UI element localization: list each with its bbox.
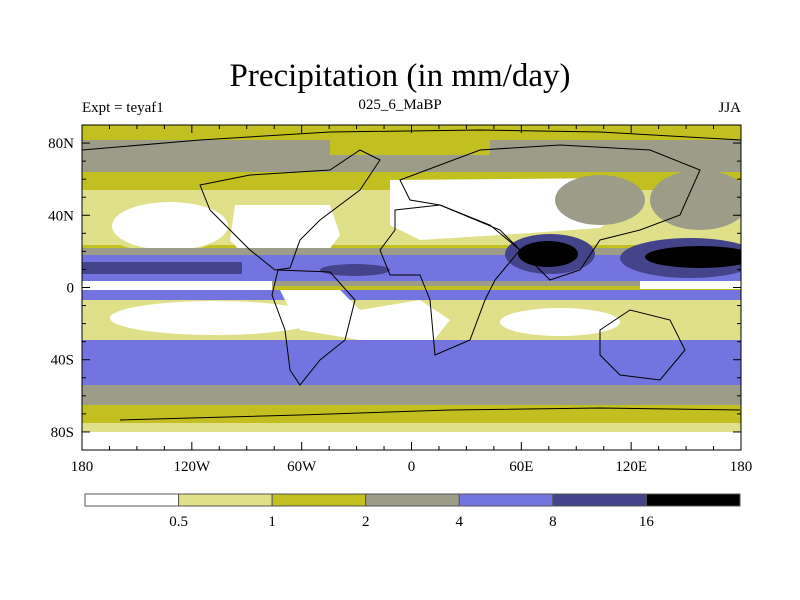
lat-label: 0 <box>67 281 75 297</box>
colorbar-swatch <box>178 493 273 507</box>
lat-label: 80N <box>48 136 74 152</box>
colorbar-label: 2 <box>362 514 370 530</box>
lat-label: 40S <box>51 353 74 369</box>
lat-label: 40N <box>48 208 74 224</box>
colorbar-swatch <box>365 493 460 507</box>
precipitation-field <box>82 125 741 450</box>
colorbar-swatch <box>552 493 647 507</box>
lon-label: 60E <box>509 459 533 475</box>
colorbar-swatch <box>645 493 741 507</box>
colorbar-swatch <box>271 493 367 507</box>
lon-label: 120E <box>615 459 647 475</box>
colorbar-label: 16 <box>639 514 655 530</box>
colorbar-swatch <box>84 493 180 507</box>
colorbar-swatch <box>458 493 554 507</box>
lat-label: 80S <box>51 425 74 441</box>
longitude-axis-labels: 180 120W 60W 0 60E 120E 180 <box>71 459 753 475</box>
period-label: 025_6_MaBP <box>358 97 442 113</box>
colorbar-label: 4 <box>456 514 464 530</box>
lon-label: 180 <box>730 459 753 475</box>
continent-outlines <box>82 129 741 421</box>
plot-title: Precipitation (in mm/day) <box>229 58 571 94</box>
lon-label: 180 <box>71 459 94 475</box>
colorbar: 0.5 1 2 4 8 16 <box>84 493 741 530</box>
colorbar-label: 1 <box>268 514 276 530</box>
colorbar-label: 8 <box>549 514 557 530</box>
latitude-axis-labels: 80N 40N 0 40S 80S <box>48 136 74 441</box>
season-label: JJA <box>718 100 741 116</box>
lon-label: 120W <box>173 459 211 475</box>
colorbar-label: 0.5 <box>169 514 188 530</box>
lon-label: 60W <box>287 459 317 475</box>
axis-ticks <box>81 124 742 451</box>
experiment-label: Expt = teyaf1 <box>82 100 164 116</box>
lon-label: 0 <box>408 459 416 475</box>
